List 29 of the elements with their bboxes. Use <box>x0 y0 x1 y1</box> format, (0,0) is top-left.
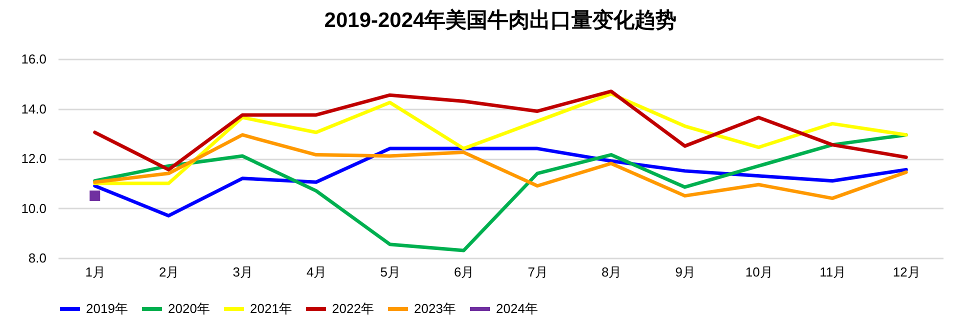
x-tick-label: 3月 <box>232 264 253 280</box>
x-tick-label: 2月 <box>159 264 180 280</box>
y-tick-label: 16.0 <box>21 52 46 66</box>
y-tick-label: 10.0 <box>21 200 46 216</box>
legend-label: 2023年 <box>414 301 456 316</box>
y-tick-label: 12.0 <box>21 151 46 166</box>
line-series <box>93 92 908 186</box>
line-series <box>93 146 908 218</box>
y-tick-label: 8.0 <box>28 250 46 266</box>
legend-label: 2024年 <box>496 301 538 316</box>
x-tick-label: 4月 <box>306 264 327 280</box>
x-tick-label: 6月 <box>454 264 474 280</box>
x-tick-label: 5月 <box>380 264 400 280</box>
line-series <box>93 133 908 252</box>
x-tick-label: 10月 <box>745 264 773 280</box>
x-tick-label: 9月 <box>675 264 696 280</box>
x-tick-label: 7月 <box>528 264 548 280</box>
chart-title: 2019-2024年美国牛肉出口量变化趋势 <box>324 8 677 32</box>
line-series <box>93 133 908 200</box>
x-tick-label: 11月 <box>820 264 846 280</box>
x-tick-label: 1月 <box>85 264 106 280</box>
y-tick-label: 14.0 <box>21 101 46 116</box>
legend-label: 2019年 <box>86 301 128 316</box>
line-series <box>93 90 908 172</box>
legend-label: 2021年 <box>250 301 292 316</box>
legend-label: 2022年 <box>332 301 374 316</box>
x-tick-label: 12月 <box>892 264 920 280</box>
legend-label: 2020年 <box>168 301 210 316</box>
x-tick-label: 8月 <box>602 264 622 280</box>
